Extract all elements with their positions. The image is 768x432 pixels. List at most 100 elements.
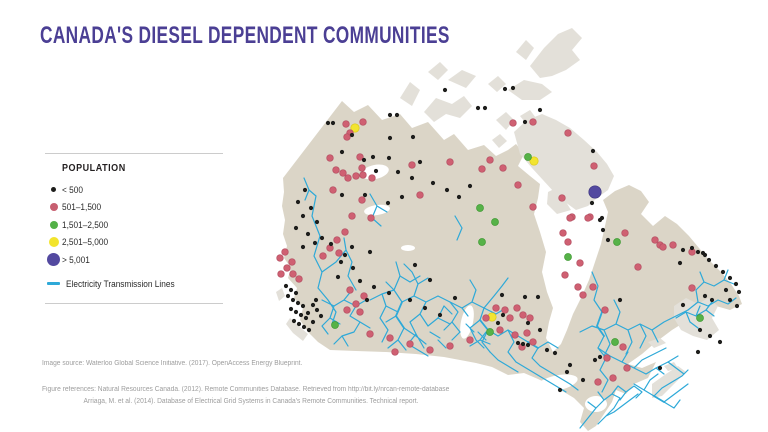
legend-item-label: < 500 (62, 184, 83, 195)
legend-heading: POPULATION (62, 163, 126, 174)
community-marker-lt500 (349, 244, 355, 250)
community-marker-lt500 (293, 290, 299, 296)
community-marker-lt500 (695, 349, 701, 355)
community-marker-r501_1500 (341, 228, 349, 236)
community-marker-r501_1500 (634, 263, 642, 271)
community-marker-r501_1500 (651, 236, 659, 244)
community-marker-r501_1500 (492, 304, 500, 312)
community-marker-lt500 (592, 357, 598, 363)
community-marker-lt500 (734, 303, 740, 309)
community-marker-lt500 (717, 339, 723, 345)
community-marker-lt500 (697, 327, 703, 333)
population-dot-icon (48, 237, 59, 248)
community-marker-lt500 (444, 187, 450, 193)
legend-item-transmission-lines: Electricity Transmission Lines (45, 277, 223, 291)
community-marker-r501_1500 (358, 196, 366, 204)
community-marker-lt500 (399, 194, 405, 200)
community-marker-lt500 (371, 284, 377, 290)
community-marker-lt500 (713, 263, 719, 269)
community-marker-lt500 (617, 297, 623, 303)
community-marker-r501_1500 (326, 154, 334, 162)
community-marker-r501_1500 (386, 334, 394, 342)
community-marker-lt500 (689, 245, 695, 251)
legend-item-label: 1,501–2,500 (62, 219, 109, 230)
community-marker-lt500 (544, 347, 550, 353)
community-marker-lt500 (310, 302, 316, 308)
community-marker-lt500 (302, 187, 308, 193)
transmission-line-icon (47, 282, 60, 285)
community-marker-lt500 (330, 120, 336, 126)
community-marker-r501_1500 (406, 340, 414, 348)
community-marker-lt500 (285, 293, 291, 299)
community-marker-lt500 (314, 219, 320, 225)
community-marker-r501_1500 (519, 311, 527, 319)
community-marker-lt500 (557, 387, 563, 393)
community-marker-lt500 (537, 327, 543, 333)
community-marker-g1501_2500 (613, 238, 621, 246)
canada-mainland-shape (282, 101, 742, 431)
community-marker-lt500 (319, 235, 325, 241)
community-marker-r501_1500 (574, 283, 582, 291)
community-marker-lt500 (350, 265, 356, 271)
community-marker-r501_1500 (344, 174, 352, 182)
community-marker-y2501_5000 (350, 123, 360, 133)
community-marker-lt500 (387, 112, 393, 118)
legend-item-label: 2,501–5,000 (62, 237, 109, 248)
community-marker-r501_1500 (496, 326, 504, 334)
community-marker-r501_1500 (478, 165, 486, 173)
community-marker-g1501_2500 (331, 321, 339, 329)
community-marker-lt500 (385, 200, 391, 206)
community-marker-lt500 (589, 200, 595, 206)
community-marker-r501_1500 (529, 338, 537, 346)
community-marker-r501_1500 (659, 243, 667, 251)
community-marker-lt500 (597, 217, 603, 223)
community-marker-lt500 (295, 199, 301, 205)
community-marker-r501_1500 (366, 330, 374, 338)
community-marker-lt500 (525, 320, 531, 326)
community-marker-r501_1500 (558, 194, 566, 202)
legend-item: < 500 (45, 181, 223, 199)
community-marker-lt500 (370, 154, 376, 160)
community-marker-lt500 (298, 312, 304, 318)
community-marker-g1501_2500 (478, 238, 486, 246)
community-marker-r501_1500 (356, 153, 364, 161)
community-marker-r501_1500 (564, 238, 572, 246)
community-marker-r501_1500 (669, 241, 677, 249)
community-marker-r501_1500 (332, 166, 340, 174)
community-marker-r501_1500 (514, 181, 522, 189)
community-marker-lt500 (702, 252, 708, 258)
population-dot-icon (47, 253, 60, 267)
community-marker-lt500 (300, 213, 306, 219)
page-title: CANADA'S DIESEL DEPENDENT COMMUNITIES (40, 22, 450, 49)
community-marker-lt500 (475, 105, 481, 111)
community-marker-lt500 (502, 86, 508, 92)
community-marker-lt500 (590, 148, 596, 154)
community-marker-lt500 (409, 175, 415, 181)
community-marker-lt500 (410, 134, 416, 140)
community-marker-lt500 (313, 297, 319, 303)
community-marker-r501_1500 (343, 306, 351, 314)
community-marker-lt500 (430, 180, 436, 186)
community-marker-y2501_5000 (529, 156, 539, 166)
community-marker-lt500 (720, 269, 726, 275)
community-marker-g1501_2500 (611, 338, 619, 346)
community-marker-lt500 (357, 278, 363, 284)
community-marker-r501_1500 (501, 306, 509, 314)
community-marker-r501_1500 (329, 186, 337, 194)
community-marker-g1501_2500 (696, 314, 704, 322)
community-marker-lt500 (295, 300, 301, 306)
community-marker-r501_1500 (601, 306, 609, 314)
community-marker-lt500 (362, 192, 368, 198)
community-marker-r501_1500 (526, 314, 534, 322)
community-marker-lt500 (367, 249, 373, 255)
community-marker-r501_1500 (688, 284, 696, 292)
community-marker-r501_1500 (391, 348, 399, 356)
community-marker-r501_1500 (333, 236, 341, 244)
community-marker-lt500 (387, 135, 393, 141)
community-marker-lt500 (288, 306, 294, 312)
community-marker-lt500 (427, 277, 433, 283)
community-marker-r501_1500 (590, 162, 598, 170)
community-marker-lt500 (709, 297, 715, 303)
community-marker-g1501_2500 (476, 204, 484, 212)
community-marker-r501_1500 (339, 169, 347, 177)
